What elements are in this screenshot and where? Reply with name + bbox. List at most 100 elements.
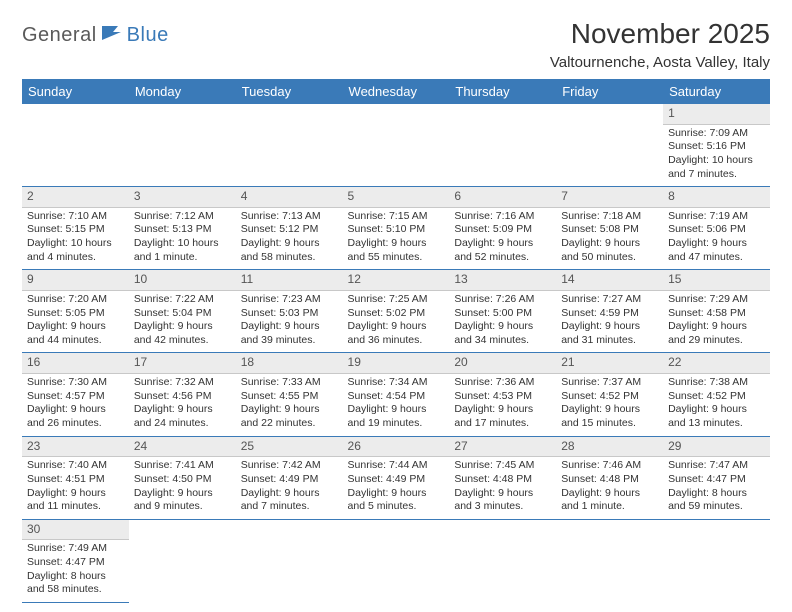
sunset-text: Sunset: 5:06 PM: [668, 223, 765, 237]
day-number: 1: [663, 104, 770, 125]
calendar-day-cell: 18 Sunrise: 7:33 AMSunset: 4:55 PMDayligh…: [236, 353, 343, 436]
sunset-text: Sunset: 5:10 PM: [348, 223, 445, 237]
calendar-day-cell: 22Sunrise: 7:38 AMSunset: 4:52 PMDayligh…: [663, 353, 770, 436]
day-number: 12: [343, 270, 450, 291]
daylight-text: Daylight: 9 hours and 3 minutes.: [454, 487, 551, 514]
sunrise-text: Sunrise: 7:10 AM: [27, 210, 124, 224]
daylight-text: Daylight: 9 hours and 52 minutes.: [454, 237, 551, 264]
daylight-text: Daylight: 9 hours and 58 minutes.: [241, 237, 338, 264]
sunset-text: Sunset: 4:48 PM: [454, 473, 551, 487]
daylight-text: Daylight: 9 hours and 1 minute.: [561, 487, 658, 514]
day-number: 23: [22, 437, 129, 458]
day-number: 3: [129, 187, 236, 208]
day-number: 15: [663, 270, 770, 291]
flag-icon: [101, 24, 123, 47]
daylight-text: Daylight: 10 hours and 4 minutes.: [27, 237, 124, 264]
daylight-text: Daylight: 9 hours and 47 minutes.: [668, 237, 765, 264]
day-number: 26: [343, 437, 450, 458]
sunset-text: Sunset: 4:47 PM: [27, 556, 124, 570]
day-number: 28: [556, 437, 663, 458]
calendar-day-cell: 21Sunrise: 7:37 AMSunset: 4:52 PMDayligh…: [556, 353, 663, 436]
day-number: 16: [22, 353, 129, 374]
calendar-day-cell: 1Sunrise: 7:09 AMSunset: 5:16 PMDaylight…: [663, 104, 770, 187]
sunset-text: Sunset: 4:58 PM: [668, 307, 765, 321]
calendar-day-cell: [343, 519, 450, 602]
day-number: 14: [556, 270, 663, 291]
daylight-text: Daylight: 9 hours and 9 minutes.: [134, 487, 231, 514]
sunset-text: Sunset: 5:16 PM: [668, 140, 765, 154]
calendar-day-cell: [236, 104, 343, 187]
sunset-text: Sunset: 4:59 PM: [561, 307, 658, 321]
sunrise-text: Sunrise: 7:20 AM: [27, 293, 124, 307]
calendar-body: 1Sunrise: 7:09 AMSunset: 5:16 PMDaylight…: [22, 104, 770, 602]
calendar-day-cell: 2Sunrise: 7:10 AMSunset: 5:15 PMDaylight…: [22, 187, 129, 270]
sunrise-text: Sunrise: 7:46 AM: [561, 459, 658, 473]
daylight-text: Daylight: 9 hours and 34 minutes.: [454, 320, 551, 347]
calendar-day-cell: 24Sunrise: 7:41 AMSunset: 4:50 PMDayligh…: [129, 436, 236, 519]
daylight-text: Daylight: 9 hours and 11 minutes.: [27, 487, 124, 514]
weekday-header: Friday: [556, 79, 663, 104]
sunset-text: Sunset: 4:55 PM: [241, 390, 338, 404]
sunset-text: Sunset: 4:48 PM: [561, 473, 658, 487]
sunset-text: Sunset: 4:54 PM: [348, 390, 445, 404]
sunset-text: Sunset: 5:04 PM: [134, 307, 231, 321]
calendar-day-cell: 13Sunrise: 7:26 AMSunset: 5:00 PMDayligh…: [449, 270, 556, 353]
sunrise-text: Sunrise: 7:38 AM: [668, 376, 765, 390]
weekday-header-row: SundayMondayTuesdayWednesdayThursdayFrid…: [22, 79, 770, 104]
day-number: 20: [449, 353, 556, 374]
calendar-day-cell: 30Sunrise: 7:49 AMSunset: 4:47 PMDayligh…: [22, 519, 129, 602]
sunrise-text: Sunrise: 7:44 AM: [348, 459, 445, 473]
sunrise-text: Sunrise: 7:12 AM: [134, 210, 231, 224]
weekday-header: Sunday: [22, 79, 129, 104]
sunrise-text: Sunrise: 7:36 AM: [454, 376, 551, 390]
day-number: 7: [556, 187, 663, 208]
daylight-text: Daylight: 9 hours and 7 minutes.: [241, 487, 338, 514]
sunrise-text: Sunrise: 7:40 AM: [27, 459, 124, 473]
month-title: November 2025: [550, 18, 770, 50]
calendar-table: SundayMondayTuesdayWednesdayThursdayFrid…: [22, 79, 770, 603]
sunrise-text: Sunrise: 7:47 AM: [668, 459, 765, 473]
sunrise-text: Sunrise: 7:33 AM: [241, 376, 338, 390]
day-number: 29: [663, 437, 770, 458]
calendar-day-cell: 3Sunrise: 7:12 AMSunset: 5:13 PMDaylight…: [129, 187, 236, 270]
sunset-text: Sunset: 5:00 PM: [454, 307, 551, 321]
calendar-week-row: 9Sunrise: 7:20 AMSunset: 5:05 PMDaylight…: [22, 270, 770, 353]
sunrise-text: Sunrise: 7:32 AM: [134, 376, 231, 390]
day-number: 2: [22, 187, 129, 208]
sunrise-text: Sunrise: 7:19 AM: [668, 210, 765, 224]
daylight-text: Daylight: 9 hours and 50 minutes.: [561, 237, 658, 264]
sunset-text: Sunset: 4:52 PM: [668, 390, 765, 404]
calendar-week-row: 1Sunrise: 7:09 AMSunset: 5:16 PMDaylight…: [22, 104, 770, 187]
calendar-day-cell: 9Sunrise: 7:20 AMSunset: 5:05 PMDaylight…: [22, 270, 129, 353]
sunset-text: Sunset: 5:03 PM: [241, 307, 338, 321]
day-number: 21: [556, 353, 663, 374]
calendar-day-cell: [129, 519, 236, 602]
sunset-text: Sunset: 4:47 PM: [668, 473, 765, 487]
daylight-text: Daylight: 9 hours and 24 minutes.: [134, 403, 231, 430]
daylight-text: Daylight: 9 hours and 31 minutes.: [561, 320, 658, 347]
calendar-day-cell: 8Sunrise: 7:19 AMSunset: 5:06 PMDaylight…: [663, 187, 770, 270]
calendar-day-cell: 29Sunrise: 7:47 AMSunset: 4:47 PMDayligh…: [663, 436, 770, 519]
logo-text-blue: Blue: [127, 24, 169, 47]
page-header: General Blue November 2025 Valtournenche…: [22, 18, 770, 71]
calendar-week-row: 16Sunrise: 7:30 AMSunset: 4:57 PMDayligh…: [22, 353, 770, 436]
daylight-text: Daylight: 9 hours and 39 minutes.: [241, 320, 338, 347]
sunrise-text: Sunrise: 7:18 AM: [561, 210, 658, 224]
day-number: 18: [236, 353, 343, 374]
weekday-header: Wednesday: [343, 79, 450, 104]
weekday-header: Saturday: [663, 79, 770, 104]
sunrise-text: Sunrise: 7:13 AM: [241, 210, 338, 224]
daylight-text: Daylight: 9 hours and 17 minutes.: [454, 403, 551, 430]
daylight-text: Daylight: 8 hours and 58 minutes.: [27, 570, 124, 597]
calendar-day-cell: 27Sunrise: 7:45 AMSunset: 4:48 PMDayligh…: [449, 436, 556, 519]
calendar-day-cell: 17Sunrise: 7:32 AMSunset: 4:56 PMDayligh…: [129, 353, 236, 436]
day-number: 9: [22, 270, 129, 291]
sunset-text: Sunset: 4:49 PM: [348, 473, 445, 487]
calendar-week-row: 30Sunrise: 7:49 AMSunset: 4:47 PMDayligh…: [22, 519, 770, 602]
daylight-text: Daylight: 9 hours and 5 minutes.: [348, 487, 445, 514]
calendar-day-cell: [556, 519, 663, 602]
daylight-text: Daylight: 9 hours and 22 minutes.: [241, 403, 338, 430]
sunset-text: Sunset: 4:51 PM: [27, 473, 124, 487]
calendar-day-cell: 15Sunrise: 7:29 AMSunset: 4:58 PMDayligh…: [663, 270, 770, 353]
sunset-text: Sunset: 5:12 PM: [241, 223, 338, 237]
